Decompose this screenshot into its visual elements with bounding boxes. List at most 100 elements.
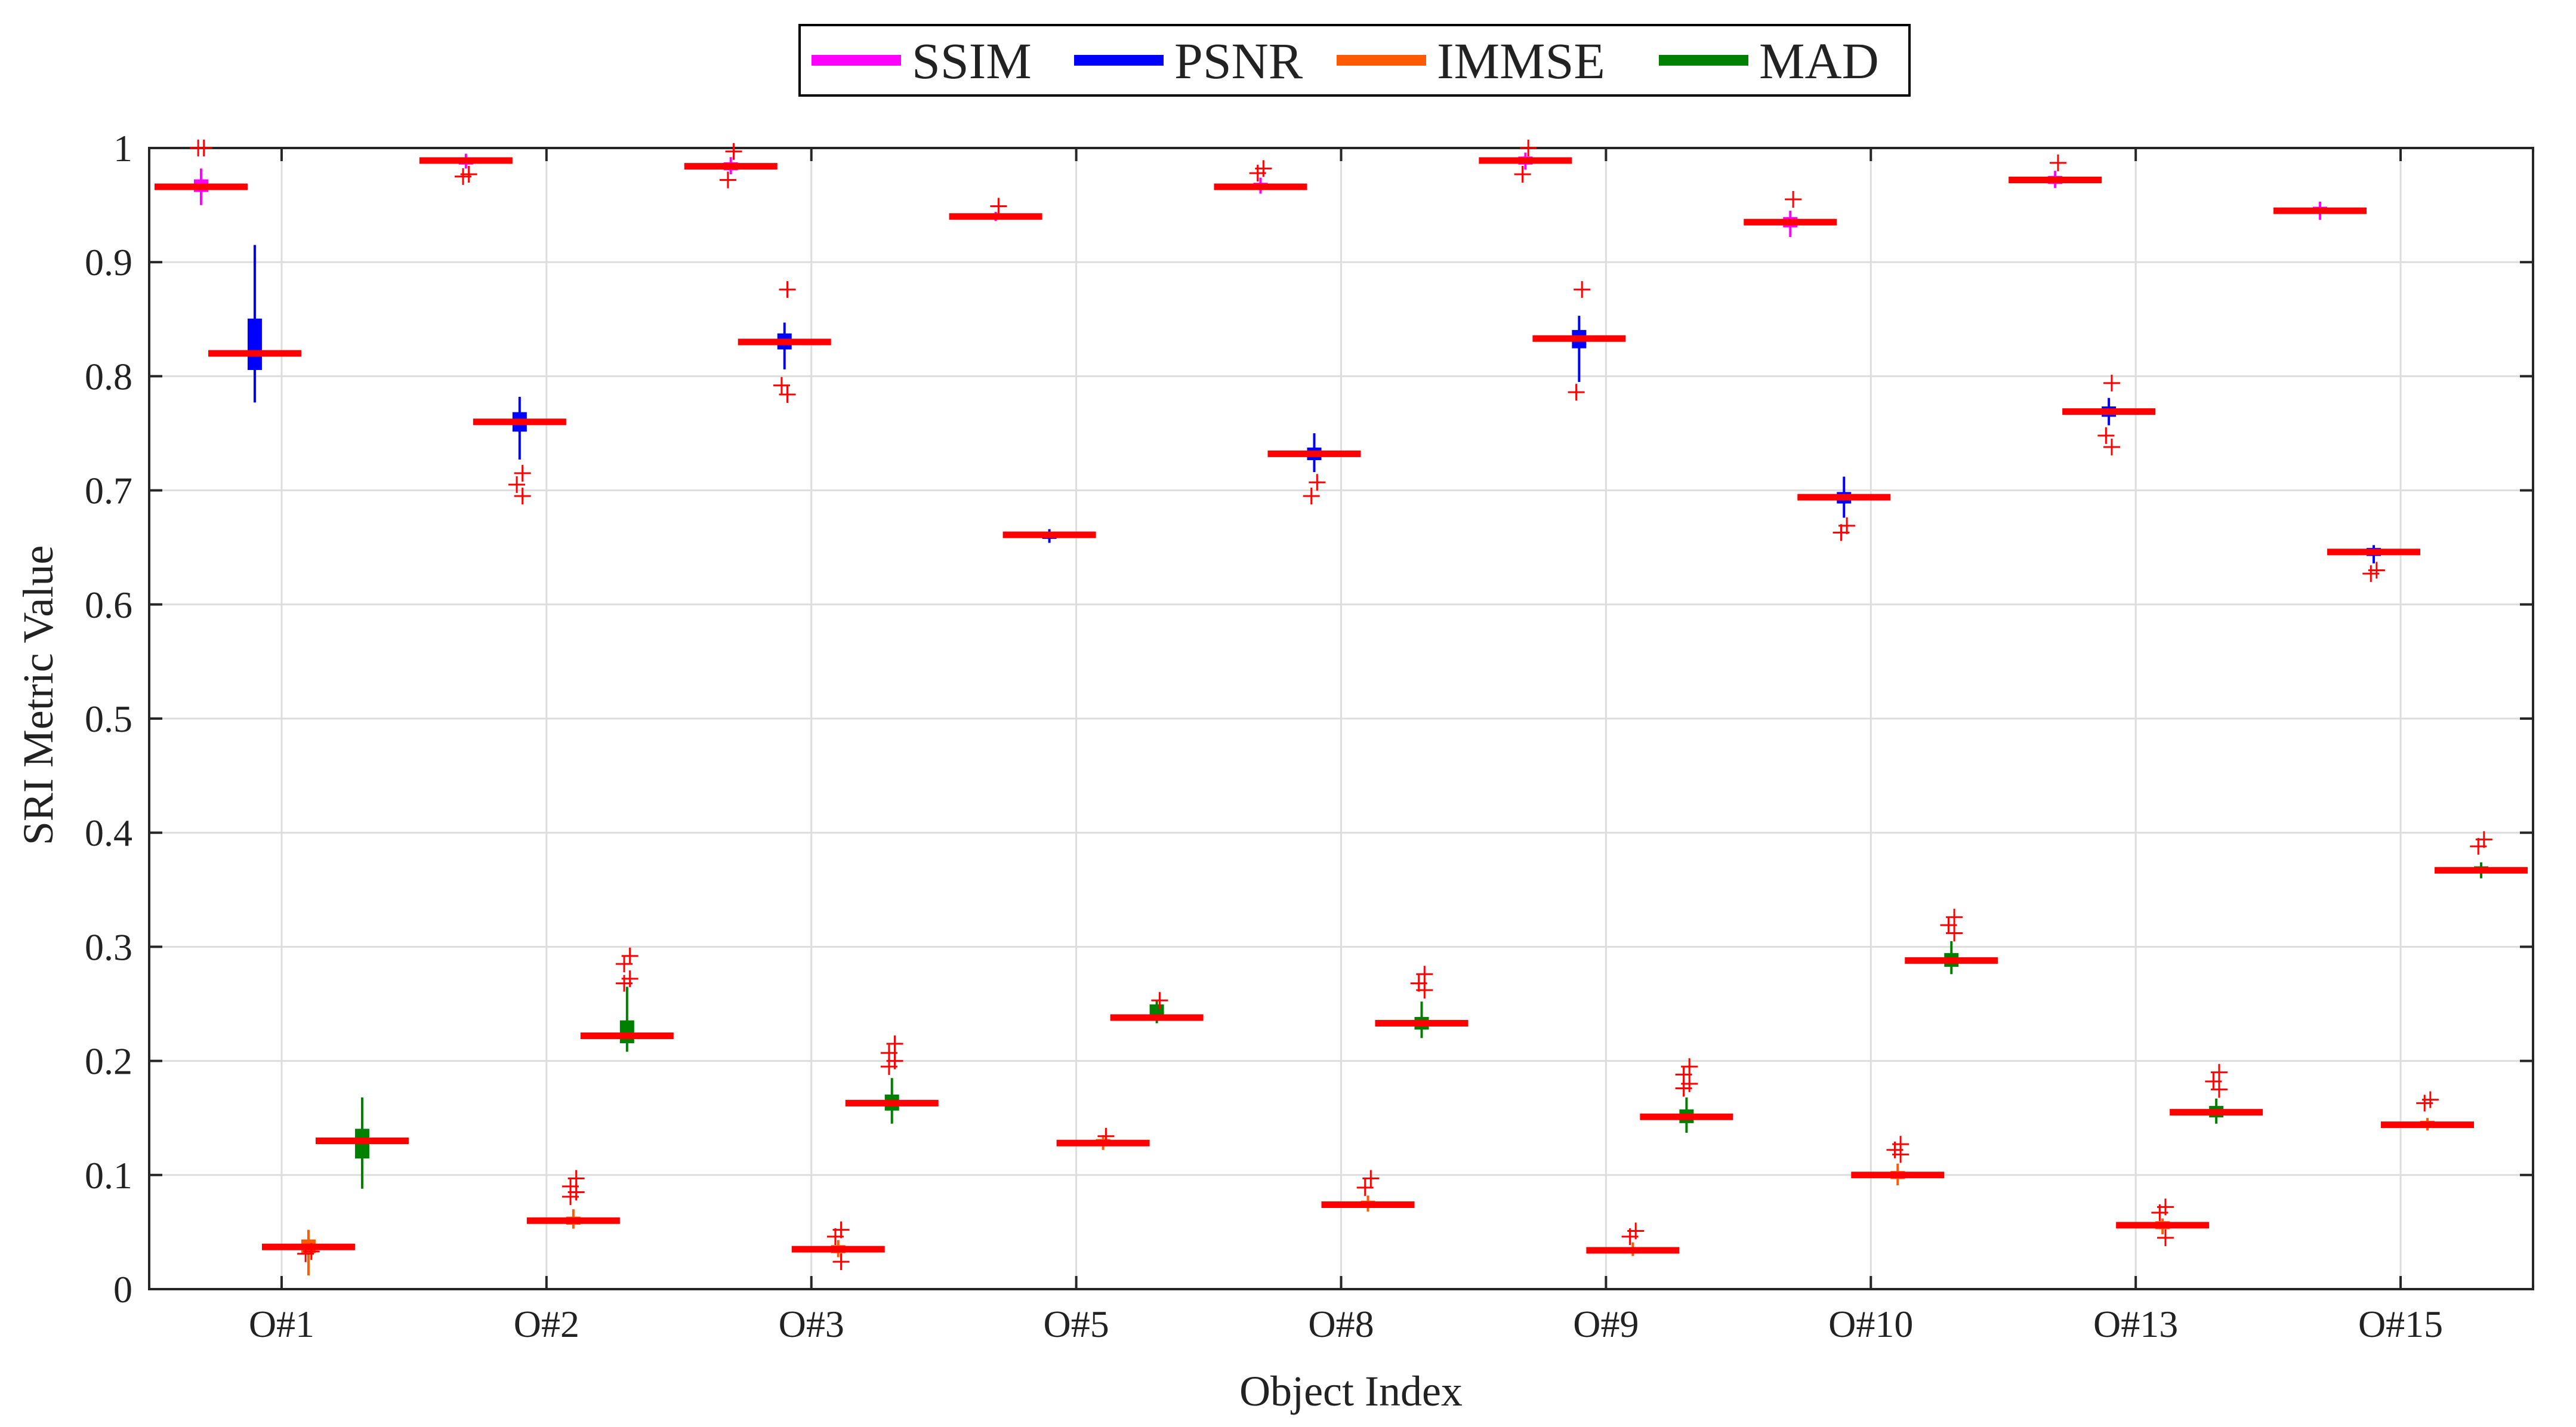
box-immse-O#3 — [791, 1221, 885, 1271]
outlier-marker — [2151, 1204, 2168, 1221]
y-tick-label: 1 — [113, 127, 132, 169]
box-ssim-O#1 — [154, 140, 248, 205]
outlier-marker — [826, 1228, 844, 1246]
box-ssim-O#5 — [949, 198, 1042, 221]
outlier-marker — [514, 488, 531, 505]
outlier-marker — [990, 198, 1007, 215]
outlier-marker — [880, 1058, 897, 1075]
box-mad-O#9 — [1640, 1058, 1733, 1133]
box-mad-O#8 — [1375, 966, 1469, 1038]
box-psnr-O#3 — [738, 281, 831, 403]
outlier-marker — [1785, 191, 1802, 208]
box-immse-O#9 — [1586, 1222, 1680, 1256]
box-immse-O#13 — [2116, 1198, 2210, 1246]
y-tick-label: 0.9 — [85, 241, 132, 283]
x-tick-label: O#1 — [249, 1303, 314, 1345]
outlier-marker — [1097, 1127, 1115, 1145]
plot-data — [154, 140, 2528, 1276]
box-psnr-O#13 — [2062, 374, 2156, 455]
box-immse-O#10 — [1851, 1136, 1945, 1186]
outlier-marker — [1621, 1228, 1639, 1246]
outlier-marker — [1416, 982, 1433, 999]
y-tick-label: 0.4 — [85, 812, 132, 854]
outlier-marker — [190, 140, 207, 156]
outlier-marker — [455, 168, 472, 185]
series-ssim — [154, 140, 2367, 238]
outlier-marker — [616, 975, 633, 992]
x-axis-title: Object Index — [1239, 1367, 1463, 1415]
outlier-marker — [773, 377, 790, 394]
y-axis-title: SRI Metric Value — [14, 545, 62, 846]
box-ssim-O#2 — [419, 153, 513, 185]
outlier-marker — [1356, 1179, 1374, 1196]
legend-label-psnr: PSNR — [1174, 32, 1303, 90]
outlier-marker — [1151, 992, 1168, 1009]
box-immse-O#8 — [1321, 1170, 1415, 1212]
y-tick-label: 0.1 — [85, 1154, 132, 1197]
outlier-marker — [1675, 1080, 1692, 1097]
outlier-marker — [832, 1253, 850, 1271]
y-tick-label: 0.2 — [85, 1040, 132, 1083]
box-immse-O#15 — [2381, 1091, 2475, 1131]
legend-label-mad: MAD — [1759, 32, 1879, 90]
box-mad-O#15 — [2435, 831, 2528, 879]
box-psnr-O#9 — [1532, 281, 1626, 401]
legend-label-ssim: SSIM — [912, 32, 1032, 90]
box-immse-O#5 — [1056, 1127, 1150, 1150]
outlier-marker — [2416, 1095, 2433, 1112]
outlier-marker — [1892, 1146, 1909, 1163]
outlier-marker — [1520, 140, 1537, 156]
outlier-marker — [2097, 427, 2115, 444]
box-psnr-O#2 — [473, 396, 566, 505]
outlier-marker — [1568, 384, 1585, 401]
outlier-marker — [1946, 924, 1963, 942]
box-psnr-O#10 — [1797, 476, 1891, 541]
box-psnr-O#5 — [1002, 529, 1096, 543]
outlier-marker — [2103, 438, 2120, 455]
y-tick-label: 0.6 — [85, 584, 132, 626]
legend-label-immse: IMMSE — [1437, 32, 1605, 90]
box-mad-O#3 — [845, 1035, 939, 1124]
outlier-marker — [886, 1035, 903, 1052]
y-tick-label: 0.3 — [85, 926, 132, 968]
x-tick-label: O#13 — [2093, 1303, 2178, 1345]
outlier-marker — [2157, 1229, 2174, 1246]
axes: 0 0.1 0.2 0.3 0.4 0.5 0.6 0.7 0.8 0.9 1 O#1 O#2 O#3 O#… — [85, 127, 2534, 1345]
outlier-marker — [1832, 524, 1850, 541]
outlier-marker — [779, 386, 796, 403]
x-tick-label: O#5 — [1044, 1303, 1109, 1345]
box-mad-O#10 — [1905, 908, 1998, 975]
outlier-marker — [1362, 1170, 1380, 1187]
outlier-marker — [725, 143, 742, 160]
box-ssim-O#3 — [684, 143, 778, 189]
outlier-marker — [2362, 565, 2380, 582]
box-mad-O#5 — [1110, 992, 1204, 1024]
series-psnr — [208, 245, 2421, 582]
outlier-marker — [1574, 281, 1591, 298]
outlier-marker — [508, 476, 526, 494]
series-immse — [261, 1091, 2475, 1276]
outlier-marker — [2470, 838, 2487, 855]
box-ssim-O#13 — [2009, 154, 2102, 188]
box-psnr-O#15 — [2327, 545, 2421, 582]
outlier-marker — [2210, 1064, 2228, 1081]
outlier-marker — [1303, 488, 1320, 505]
x-tick-label: O#2 — [514, 1303, 579, 1345]
box-immse-O#1 — [261, 1229, 355, 1276]
outlier-marker — [1514, 165, 1531, 183]
box-immse-O#2 — [526, 1170, 620, 1229]
outlier-marker — [1309, 474, 1326, 491]
box-mad-O#1 — [315, 1097, 409, 1189]
outlier-marker — [1416, 966, 1433, 983]
outlier-marker — [514, 464, 531, 482]
outlier-marker — [297, 1245, 314, 1262]
box-ssim-O#8 — [1214, 160, 1307, 194]
outlier-marker — [719, 171, 736, 189]
box-psnr-O#1 — [208, 245, 301, 403]
x-tick-label: O#9 — [1573, 1303, 1639, 1345]
box-psnr-O#8 — [1267, 433, 1361, 505]
x-tick-label: O#10 — [1828, 1303, 1913, 1345]
outlier-marker — [616, 956, 633, 973]
